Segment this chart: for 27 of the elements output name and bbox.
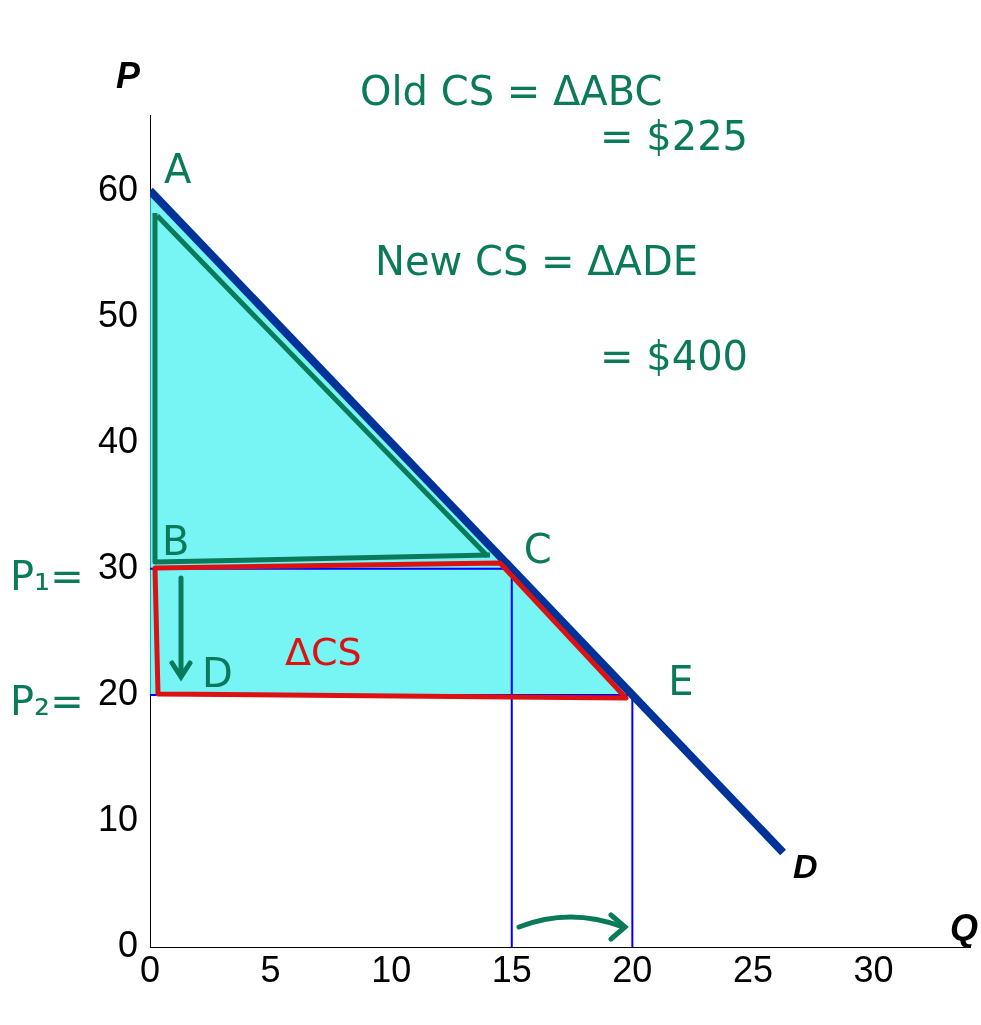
x-axis-title: Q — [949, 906, 978, 948]
annotation: New CS = ΔADE — [375, 238, 699, 285]
annotation: D — [202, 650, 233, 697]
x-tick-label: 30 — [853, 948, 894, 990]
text: Old CS = ΔABC — [360, 68, 663, 115]
annotation: = $400 — [600, 333, 749, 380]
y-tick-label: 40 — [97, 419, 138, 461]
x-tick-label: 15 — [491, 948, 532, 990]
annotation: = $225 — [600, 113, 749, 160]
annotation: B — [162, 518, 190, 565]
x-tick-label: 25 — [732, 948, 773, 990]
x-tick-label: 5 — [260, 948, 281, 990]
y-tick-label: 30 — [97, 545, 138, 587]
y-tick-label: 20 — [97, 671, 138, 713]
annotation: E — [668, 658, 694, 705]
annotation: A — [164, 146, 192, 193]
x-tick-label: 10 — [371, 948, 412, 990]
x-tick-label: 20 — [612, 948, 653, 990]
text: P₁= — [10, 553, 84, 600]
annotation: C — [523, 526, 552, 573]
y-tick-label: 50 — [97, 293, 138, 335]
y-axis-title: P — [115, 54, 141, 96]
y-tick-label: 60 — [97, 167, 138, 209]
y-tick-label: 10 — [97, 797, 138, 839]
annotation: ΔCS — [285, 629, 362, 674]
annotation: D — [793, 846, 818, 885]
text: P₂= — [10, 678, 84, 725]
